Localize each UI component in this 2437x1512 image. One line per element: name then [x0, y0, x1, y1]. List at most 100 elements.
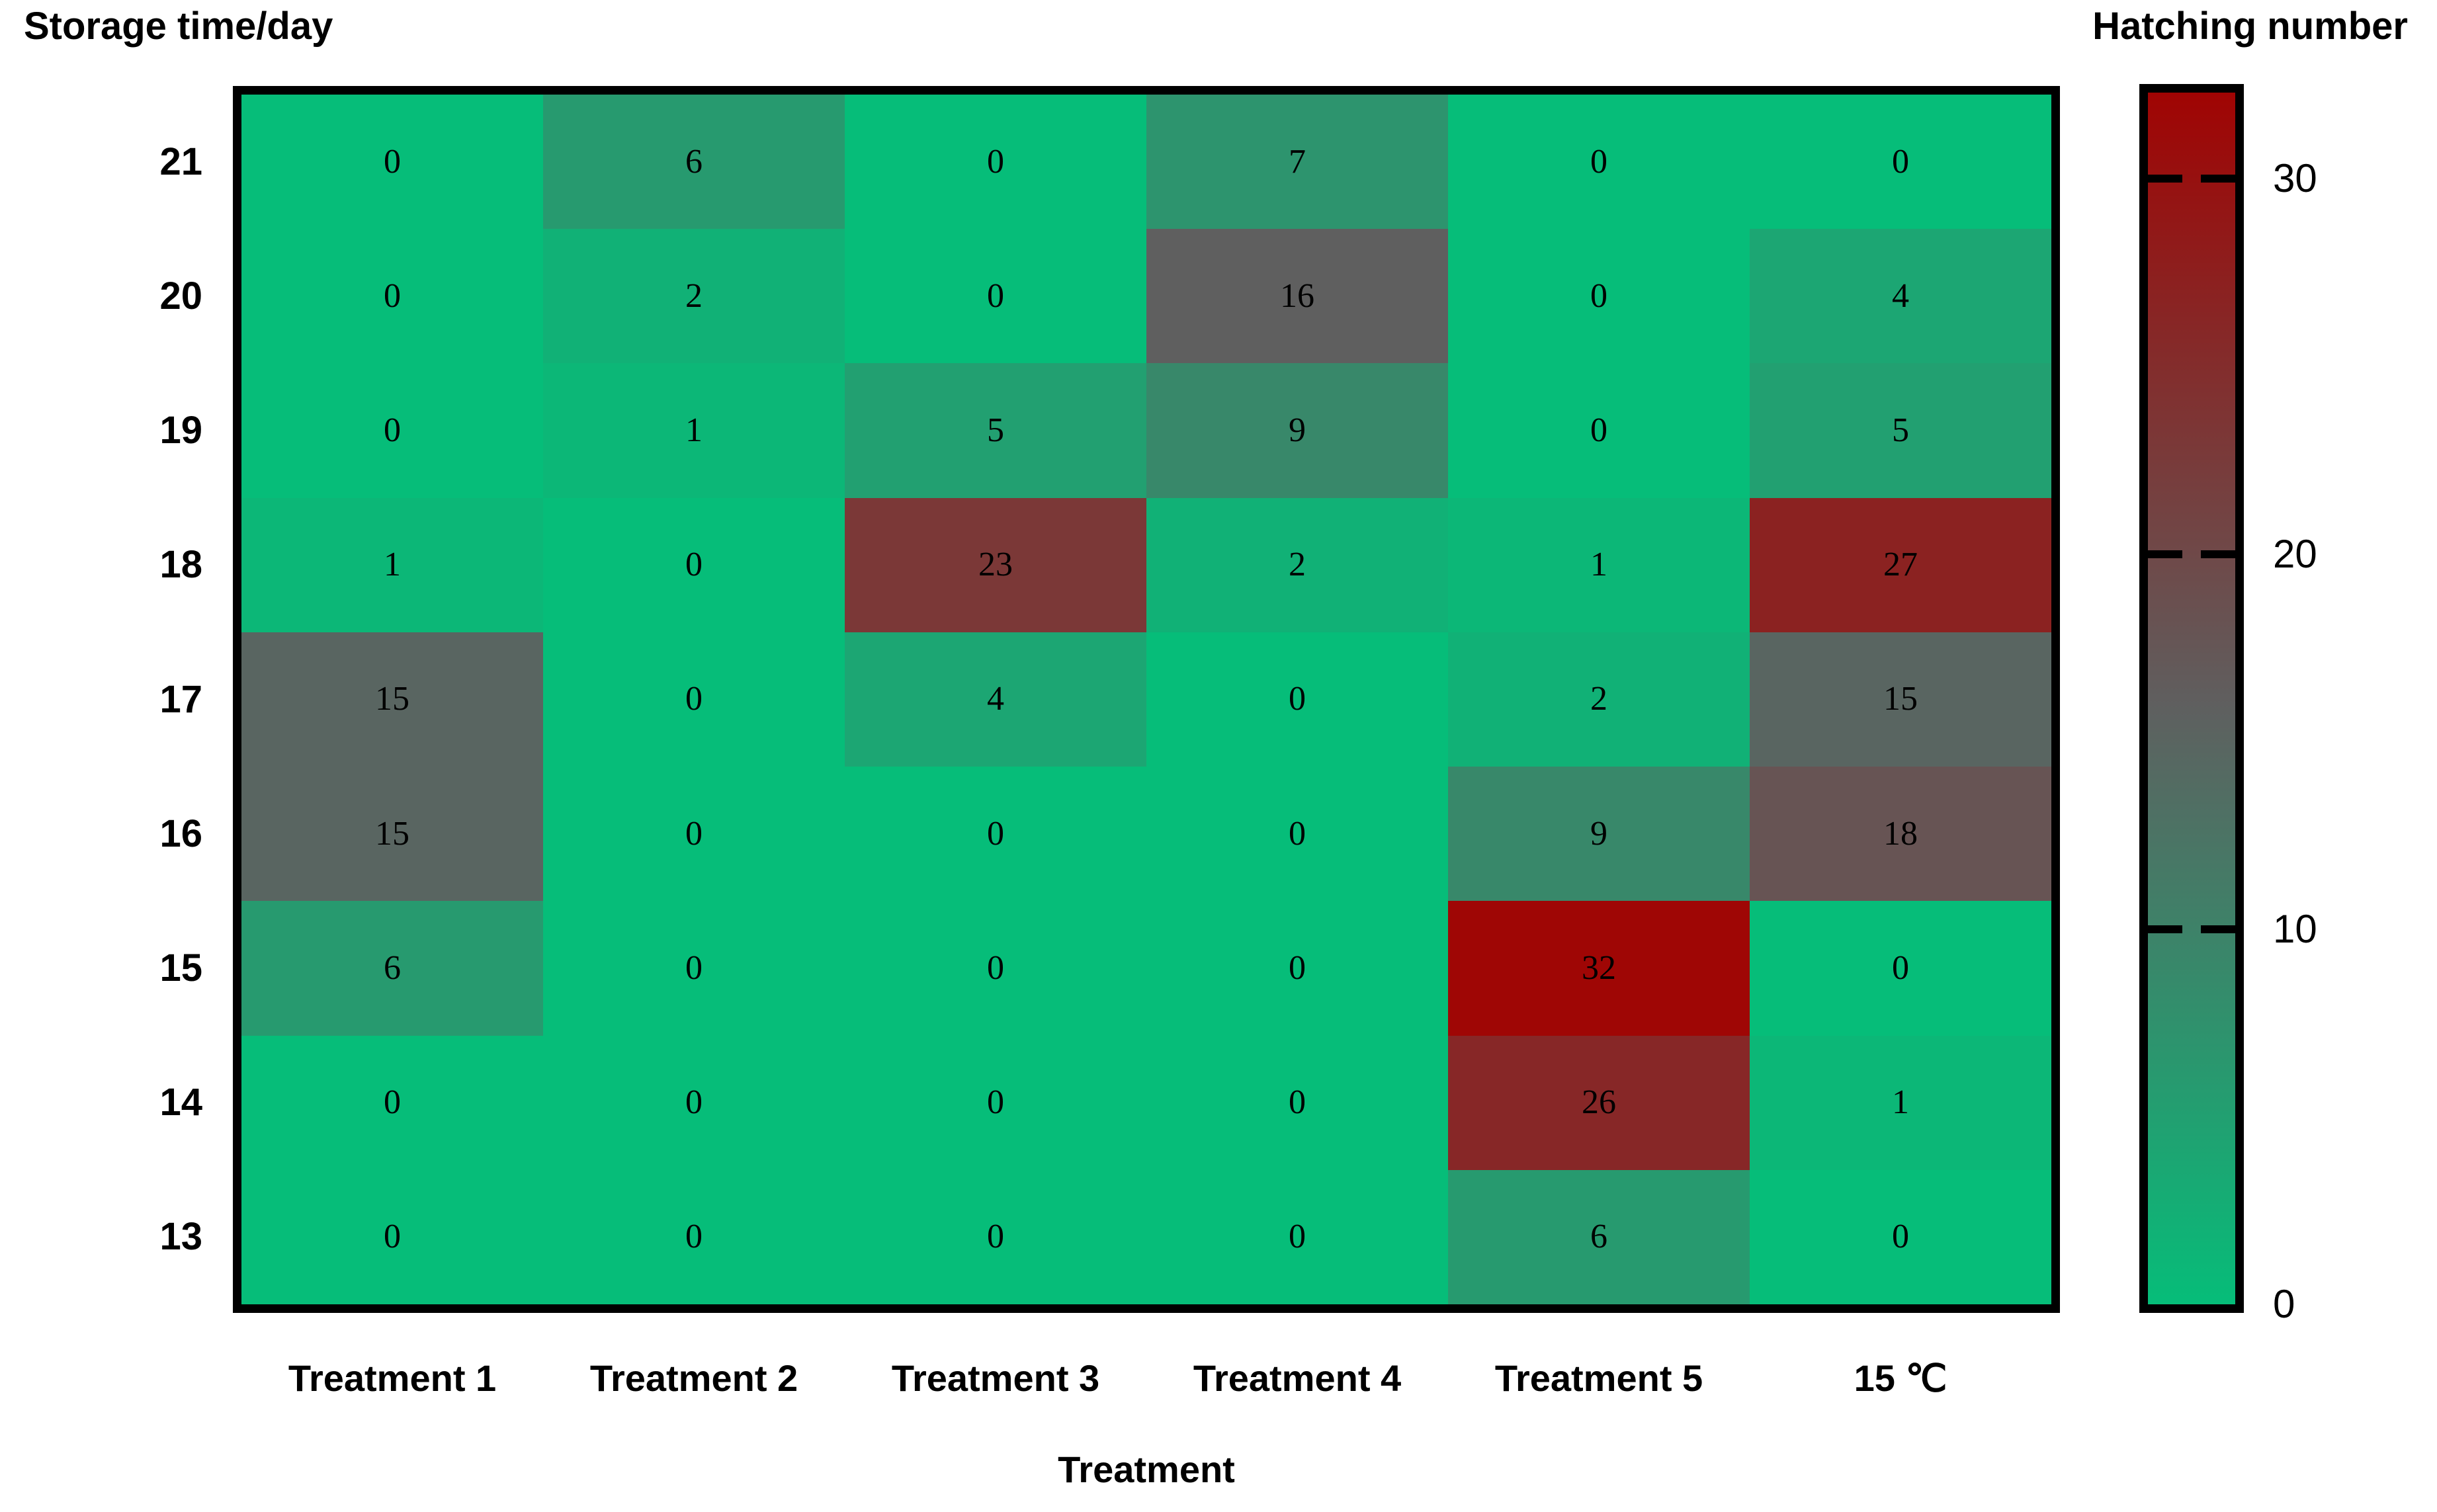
heatmap-cell: 0	[845, 1169, 1146, 1304]
x-tick-label: Treatment 4	[1193, 1357, 1402, 1399]
heatmap-cell: 6	[1448, 1169, 1750, 1304]
cell-value: 0	[1289, 1218, 1306, 1256]
cell-value: 1	[685, 411, 703, 450]
heatmap-cell: 32	[1448, 901, 1750, 1036]
heatmap-cell: 0	[241, 1169, 543, 1304]
cell-value: 0	[987, 948, 1004, 987]
heatmap-cell: 23	[845, 497, 1146, 632]
cell-value: 32	[1582, 948, 1616, 987]
x-tick-label: 15 ℃	[1854, 1357, 1947, 1399]
heatmap-cell: 0	[1448, 229, 1750, 364]
cell-value: 0	[685, 814, 703, 853]
heatmap-cell: 0	[1146, 632, 1448, 767]
heatmap-cell: 0	[543, 901, 845, 1036]
cell-value: 9	[1289, 411, 1306, 450]
cell-value: 0	[1289, 1083, 1306, 1122]
y-tick-label: 14	[159, 1081, 202, 1124]
heatmap-grid: 0 6 0 7 0 0 0 2 0 16 0 4 0 1 5 9 0 5 1 0 23 2 1 27 15 0 4 0 2 15 15 0 0 0…	[241, 95, 2051, 1304]
heatmap-cell: 4	[845, 632, 1146, 767]
cell-value: 23	[978, 546, 1013, 584]
x-tick-label: Treatment 2	[589, 1357, 798, 1399]
cell-value: 0	[1590, 411, 1607, 450]
y-axis-title: Storage time/day	[24, 5, 333, 48]
colorbar-tick-label: 0	[2273, 1282, 2295, 1326]
heatmap-cell: 6	[241, 901, 543, 1036]
x-tick-label: Treatment 5	[1494, 1357, 1703, 1399]
cell-value: 0	[685, 546, 703, 584]
cell-value: 18	[1883, 814, 1918, 853]
heatmap-cell: 2	[1146, 497, 1448, 632]
cell-value: 0	[987, 276, 1004, 315]
heatmap-cell: 0	[1750, 901, 2051, 1036]
cell-value: 0	[384, 1083, 401, 1122]
cell-value: 27	[1883, 546, 1918, 584]
colorbar-tick	[2148, 550, 2182, 558]
heatmap-cell: 0	[543, 1035, 845, 1170]
cell-value: 0	[1892, 1218, 1909, 1256]
heatmap-cell: 0	[1146, 767, 1448, 902]
heatmap-cell: 9	[1448, 767, 1750, 902]
heatmap-cell: 15	[1750, 632, 2051, 767]
cell-value: 0	[1892, 142, 1909, 181]
cell-value: 4	[1892, 276, 1909, 315]
cell-value: 0	[987, 1083, 1004, 1122]
heatmap-cell: 16	[1146, 229, 1448, 364]
heatmap-cell: 0	[1750, 95, 2051, 230]
cell-value: 9	[1590, 814, 1607, 853]
colorbar-tick	[2148, 925, 2182, 933]
heatmap-cell: 1	[543, 363, 845, 498]
heatmap-cell: 0	[543, 632, 845, 767]
cell-value: 15	[375, 680, 409, 718]
colorbar-tick	[2201, 550, 2235, 558]
heatmap-cell: 1	[1448, 497, 1750, 632]
heatmap-cell: 6	[543, 95, 845, 230]
cell-value: 5	[1892, 411, 1909, 450]
cell-value: 1	[1590, 546, 1607, 584]
heatmap-cell: 0	[241, 95, 543, 230]
cell-value: 0	[987, 142, 1004, 181]
heatmap-cell: 7	[1146, 95, 1448, 230]
heatmap-cell: 0	[1448, 363, 1750, 498]
cell-value: 0	[1590, 276, 1607, 315]
heatmap-cell: 0	[845, 229, 1146, 364]
heatmap-cell: 2	[1448, 632, 1750, 767]
heatmap-cell: 0	[1146, 1035, 1448, 1170]
colorbar-tick-label: 30	[2273, 156, 2317, 201]
x-axis-title: Treatment	[1058, 1449, 1235, 1490]
cell-value: 0	[1892, 948, 1909, 987]
y-tick-label: 18	[159, 543, 202, 587]
heatmap-cell: 0	[1750, 1169, 2051, 1304]
heatmap-cell: 0	[543, 767, 845, 902]
cell-value: 0	[384, 142, 401, 181]
cell-value: 0	[1289, 680, 1306, 718]
heatmap-cell: 27	[1750, 497, 2051, 632]
heatmap-cell: 1	[241, 497, 543, 632]
cell-value: 5	[987, 411, 1004, 450]
cell-value: 0	[384, 276, 401, 315]
heatmap-cell: 18	[1750, 767, 2051, 902]
cell-value: 0	[685, 1218, 703, 1256]
heatmap-cell: 9	[1146, 363, 1448, 498]
heatmap-cell: 2	[543, 229, 845, 364]
heatmap-cell: 0	[845, 901, 1146, 1036]
heatmap-cell: 0	[241, 229, 543, 364]
colorbar-title: Hatching number	[2092, 5, 2408, 48]
heatmap-cell: 0	[241, 363, 543, 498]
cell-value: 0	[685, 680, 703, 718]
colorbar-tick-label: 10	[2273, 906, 2317, 951]
cell-value: 0	[685, 1083, 703, 1122]
heatmap-cell: 0	[543, 1169, 845, 1304]
heatmap-cell: 5	[845, 363, 1146, 498]
cell-value: 0	[685, 948, 703, 987]
heatmap-cell: 0	[845, 95, 1146, 230]
cell-value: 4	[987, 680, 1004, 718]
cell-value: 2	[1590, 680, 1607, 718]
heatmap-cell: 4	[1750, 229, 2051, 364]
colorbar-tick	[2201, 175, 2235, 183]
heatmap-cell: 1	[1750, 1035, 2051, 1170]
y-tick-label: 15	[159, 946, 202, 989]
cell-value: 2	[1289, 546, 1306, 584]
heatmap-cell: 0	[1146, 1169, 1448, 1304]
cell-value: 0	[1590, 142, 1607, 181]
